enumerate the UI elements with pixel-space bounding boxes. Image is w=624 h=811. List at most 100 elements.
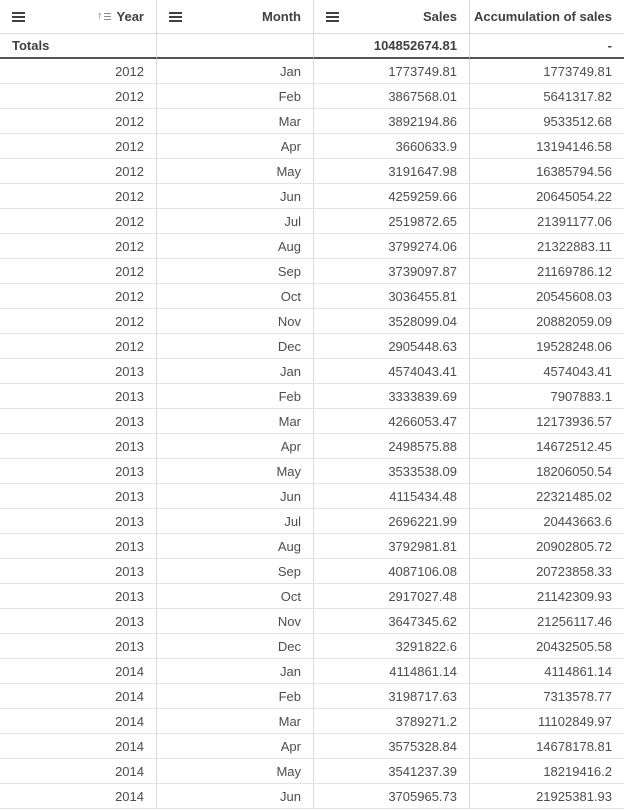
sales-cell: 3541237.39 <box>314 759 470 784</box>
column-menu-icon[interactable] <box>12 11 25 22</box>
sales-cell: 3036455.81 <box>314 284 470 309</box>
year-cell[interactable]: 2012 <box>0 84 157 109</box>
accumulation-cell: 20443663.6 <box>470 509 624 534</box>
year-cell[interactable]: 2013 <box>0 484 157 509</box>
year-cell[interactable]: 2012 <box>0 59 157 84</box>
year-cell[interactable]: 2012 <box>0 209 157 234</box>
accumulation-cell: 20545608.03 <box>470 284 624 309</box>
table-row: 2013 Aug 3792981.81 20902805.72 <box>0 534 624 559</box>
sales-cell: 3660633.9 <box>314 134 470 159</box>
year-cell[interactable]: 2012 <box>0 259 157 284</box>
year-cell[interactable]: 2014 <box>0 709 157 734</box>
year-cell[interactable]: 2013 <box>0 384 157 409</box>
year-cell[interactable]: 2012 <box>0 284 157 309</box>
month-cell[interactable]: Apr <box>157 434 314 459</box>
table-row: 2014 Feb 3198717.63 7313578.77 <box>0 684 624 709</box>
month-cell[interactable]: Sep <box>157 559 314 584</box>
sales-cell: 2498575.88 <box>314 434 470 459</box>
year-cell[interactable]: 2013 <box>0 509 157 534</box>
table-row: 2012 Oct 3036455.81 20545608.03 <box>0 284 624 309</box>
month-cell[interactable]: Jun <box>157 184 314 209</box>
accumulation-cell: 13194146.58 <box>470 134 624 159</box>
month-cell[interactable]: Apr <box>157 734 314 759</box>
year-cell[interactable]: 2014 <box>0 659 157 684</box>
table-row: 2012 Dec 2905448.63 19528248.06 <box>0 334 624 359</box>
month-cell[interactable]: Sep <box>157 259 314 284</box>
year-cell[interactable]: 2014 <box>0 684 157 709</box>
sales-cell: 3198717.63 <box>314 684 470 709</box>
month-cell[interactable]: May <box>157 159 314 184</box>
sales-cell: 4115434.48 <box>314 484 470 509</box>
year-cell[interactable]: 2013 <box>0 359 157 384</box>
table-row: 2012 Jun 4259259.66 20645054.22 <box>0 184 624 209</box>
year-cell[interactable]: 2012 <box>0 234 157 259</box>
month-cell[interactable]: Jun <box>157 484 314 509</box>
sales-cell: 4087106.08 <box>314 559 470 584</box>
month-cell[interactable]: Jun <box>157 784 314 809</box>
year-cell[interactable]: 2013 <box>0 559 157 584</box>
month-cell[interactable]: Nov <box>157 609 314 634</box>
year-cell[interactable]: 2013 <box>0 584 157 609</box>
totals-sales-cell: 104852674.81 <box>314 34 470 59</box>
sales-cell: 2696221.99 <box>314 509 470 534</box>
year-cell[interactable]: 2013 <box>0 634 157 659</box>
sales-cell: 3191647.98 <box>314 159 470 184</box>
year-cell[interactable]: 2013 <box>0 459 157 484</box>
month-cell[interactable]: Nov <box>157 309 314 334</box>
sales-cell: 3705965.73 <box>314 784 470 809</box>
column-header-year[interactable]: ↑ Year <box>0 0 157 34</box>
month-cell[interactable]: Feb <box>157 84 314 109</box>
year-cell[interactable]: 2014 <box>0 734 157 759</box>
column-header-sales[interactable]: Sales <box>314 0 470 34</box>
year-cell[interactable]: 2012 <box>0 109 157 134</box>
month-cell[interactable]: Jan <box>157 359 314 384</box>
month-cell[interactable]: Aug <box>157 534 314 559</box>
month-cell[interactable]: Jul <box>157 509 314 534</box>
year-cell[interactable]: 2013 <box>0 409 157 434</box>
month-cell[interactable]: May <box>157 459 314 484</box>
month-cell[interactable]: Mar <box>157 709 314 734</box>
column-header-label: Accumulation of sales <box>474 9 612 24</box>
month-cell[interactable]: Aug <box>157 234 314 259</box>
month-cell[interactable]: Oct <box>157 584 314 609</box>
month-cell[interactable]: Jan <box>157 659 314 684</box>
table-body: 2012 Jan 1773749.81 1773749.81 2012 Feb … <box>0 59 624 809</box>
month-cell[interactable]: Mar <box>157 109 314 134</box>
month-cell[interactable]: Feb <box>157 384 314 409</box>
column-header-month[interactable]: Month <box>157 0 314 34</box>
sales-cell: 2917027.48 <box>314 584 470 609</box>
column-menu-icon[interactable] <box>326 11 339 22</box>
sales-cell: 4266053.47 <box>314 409 470 434</box>
month-cell[interactable]: May <box>157 759 314 784</box>
month-cell[interactable]: Dec <box>157 334 314 359</box>
sales-cell: 3333839.69 <box>314 384 470 409</box>
month-cell[interactable]: Jan <box>157 59 314 84</box>
accumulation-cell: 21391177.06 <box>470 209 624 234</box>
column-menu-icon[interactable] <box>169 11 182 22</box>
table-row: 2013 Mar 4266053.47 12173936.57 <box>0 409 624 434</box>
year-cell[interactable]: 2012 <box>0 134 157 159</box>
year-cell[interactable]: 2013 <box>0 534 157 559</box>
accumulation-cell: 4574043.41 <box>470 359 624 384</box>
month-cell[interactable]: Feb <box>157 684 314 709</box>
table-row: 2012 May 3191647.98 16385794.56 <box>0 159 624 184</box>
year-cell[interactable]: 2013 <box>0 434 157 459</box>
year-cell[interactable]: 2014 <box>0 759 157 784</box>
year-cell[interactable]: 2012 <box>0 159 157 184</box>
month-cell[interactable]: Oct <box>157 284 314 309</box>
column-header-label: Month <box>262 9 301 24</box>
year-cell[interactable]: 2013 <box>0 609 157 634</box>
year-cell[interactable]: 2014 <box>0 784 157 809</box>
accumulation-cell: 20645054.22 <box>470 184 624 209</box>
year-cell[interactable]: 2012 <box>0 334 157 359</box>
accumulation-cell: 12173936.57 <box>470 409 624 434</box>
column-header-accumulation[interactable]: Accumulation of sales <box>470 0 624 34</box>
month-cell[interactable]: Jul <box>157 209 314 234</box>
sales-cell: 1773749.81 <box>314 59 470 84</box>
month-cell[interactable]: Apr <box>157 134 314 159</box>
year-cell[interactable]: 2012 <box>0 184 157 209</box>
month-cell[interactable]: Dec <box>157 634 314 659</box>
month-cell[interactable]: Mar <box>157 409 314 434</box>
year-cell[interactable]: 2012 <box>0 309 157 334</box>
